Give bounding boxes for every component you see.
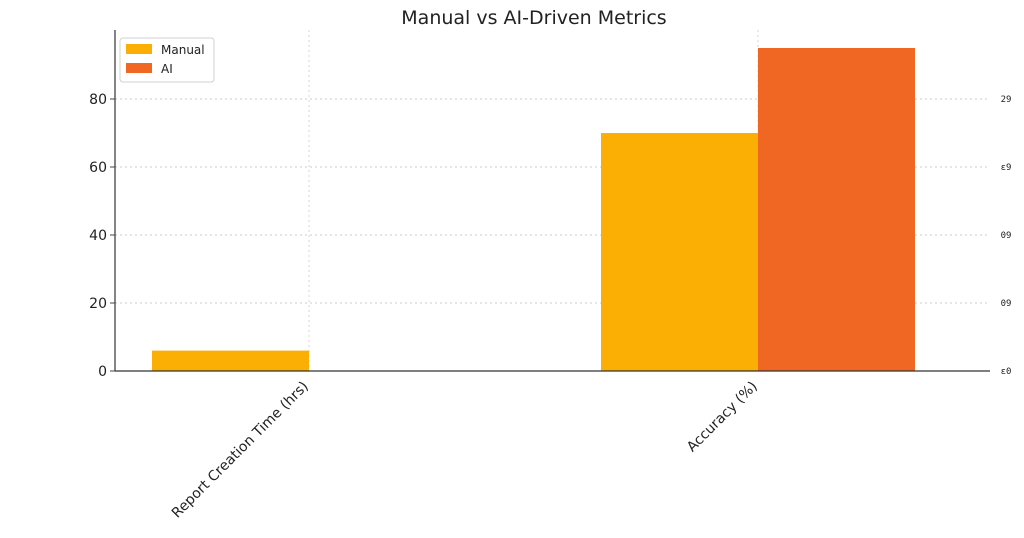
bar-manual-1 [601,133,758,371]
right-axis-ticks: 29 ɛ9 09 09 ɛ0 [1001,95,1012,377]
chart-title: Manual vs AI-Driven Metrics [401,7,666,29]
x-tick-label: Report Creation Time (hrs) [169,379,312,522]
x-axis-ticks: Report Creation Time (hrs) Accuracy (%) [169,379,761,522]
right-tick-label: 29 [1001,95,1012,105]
y-axis-ticks: 0 20 40 60 80 [89,92,115,380]
axes [114,30,990,372]
right-tick-label: 09 [1001,231,1012,241]
y-tick-label: 40 [89,228,107,244]
y-tick-label: 20 [89,296,107,312]
bar-manual-0 [152,350,309,371]
legend: Manual AI [119,37,215,83]
y-tick-label: 0 [98,364,107,380]
legend-swatch-manual [126,44,152,54]
y-tick-label: 80 [89,92,107,108]
bars [152,48,915,371]
x-tick-label: Accuracy (%) [684,379,761,456]
right-tick-label: 09 [1001,299,1012,309]
right-tick-label: ɛ0 [1001,367,1012,377]
bar-ai-1 [758,48,915,371]
legend-swatch-ai [126,63,152,73]
right-tick-label: ɛ9 [1001,163,1012,173]
legend-label-manual: Manual [161,43,205,57]
y-tick-label: 60 [89,160,107,176]
legend-label-ai: AI [161,62,173,76]
